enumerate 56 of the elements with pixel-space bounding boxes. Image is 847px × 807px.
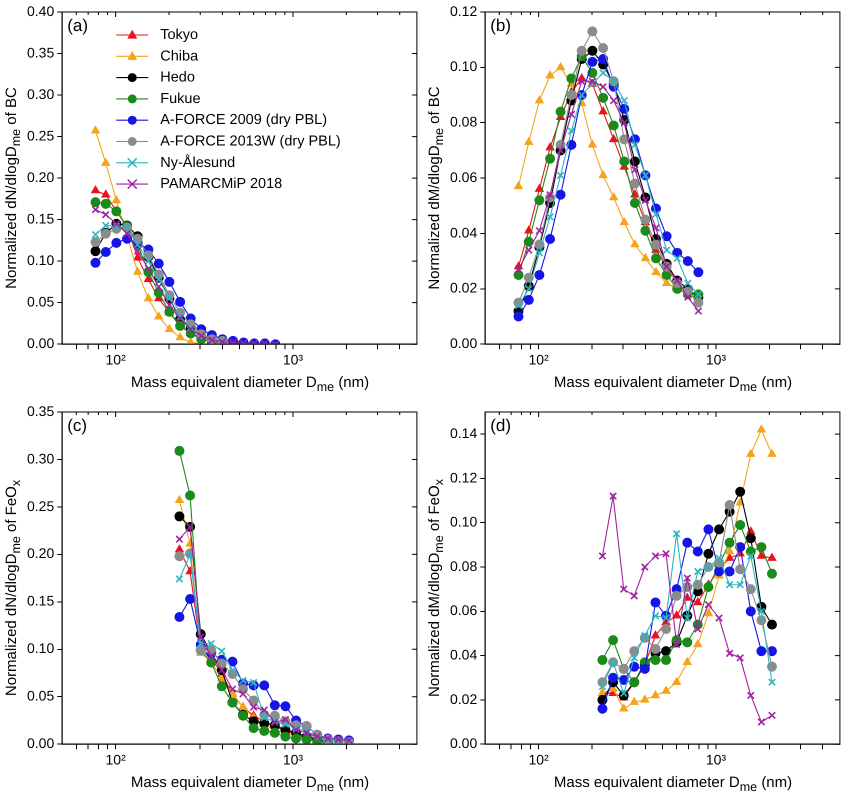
legend-label: Tokyo: [160, 27, 198, 43]
y-tick-label: 0.30: [27, 86, 54, 102]
y-tick-label: 0.04: [450, 646, 478, 662]
y-tick-label: 0.00: [27, 735, 54, 752]
x-tick-label: 10³: [282, 751, 304, 768]
y-tick-label: 0.40: [27, 2, 54, 19]
legend-label: Ny-Ålesund: [160, 154, 236, 171]
y-tick-label: 0.12: [450, 2, 478, 19]
x-tick-label: 10³: [706, 351, 726, 368]
y-tick-label: 0.04: [450, 224, 478, 240]
y-tick-label: 0.00: [450, 335, 478, 352]
x-tick-label: 10³: [282, 351, 304, 368]
annotation: (b): [490, 16, 512, 36]
y-tick-label: 0.12: [450, 469, 478, 486]
y-tick-label: 0.05: [27, 294, 54, 310]
x-tick-label: 10²: [528, 751, 550, 768]
y-tick-label: 0.10: [450, 514, 478, 530]
y-tick-label: 0.06: [450, 602, 478, 618]
legend-label: A-FORCE 2013W (dry PBL): [160, 134, 341, 150]
x-tick-label: 10²: [106, 751, 126, 768]
y-tick-label: 0.08: [450, 558, 478, 574]
legend-label: Chiba: [160, 48, 200, 64]
y-tick-label: 0.14: [450, 425, 478, 442]
y-tick-label: 0.00: [27, 335, 54, 352]
x-tick-label: 10³: [706, 751, 726, 768]
annotation: (a): [67, 16, 88, 36]
x-tick-label: 10²: [528, 351, 550, 368]
x-axis-title: Mass equivalent diameter D$_{me}$ (nm): [554, 774, 792, 794]
x-axis-title: Mass equivalent diameter D$_{me}$ (nm): [130, 774, 370, 794]
y-tick-label: 0.02: [450, 280, 478, 296]
y-tick-label: 0.35: [27, 402, 54, 419]
legend-label: PAMARCMiP 2018: [160, 176, 282, 192]
y-tick-label: 0.25: [27, 127, 54, 144]
y-tick-label: 0.20: [27, 545, 54, 562]
y-tick-label: 0.25: [27, 498, 54, 514]
y-tick-label: 0.08: [450, 114, 478, 130]
y-tick-label: 0.00: [450, 735, 478, 752]
legend-label: A-FORCE 2009 (dry PBL): [160, 112, 328, 128]
legend-label: Hedo: [160, 70, 195, 86]
y-tick-label: 0.06: [450, 168, 478, 185]
y-tick-label: 0.15: [27, 210, 54, 226]
y-tick-label: 0.10: [27, 640, 54, 656]
x-axis-title: Mass equivalent diameter D$_{me}$ (nm): [554, 374, 792, 394]
y-tick-label: 0.20: [27, 168, 54, 185]
y-tick-label: 0.30: [27, 450, 54, 466]
y-tick-label: 0.35: [27, 44, 54, 60]
y-tick-label: 0.10: [27, 252, 54, 268]
x-tick-label: 10²: [106, 351, 126, 368]
x-axis-title: Mass equivalent diameter D$_{me}$ (nm): [130, 374, 370, 394]
y-tick-label: 0.02: [450, 690, 478, 707]
legend-label: Fukue: [160, 90, 201, 107]
y-tick-label: 0.05: [27, 688, 54, 704]
y-tick-label: 0.10: [450, 58, 478, 74]
y-tick-label: 0.15: [27, 592, 54, 609]
annotation: (c): [67, 416, 88, 436]
annotation: (d): [490, 416, 512, 436]
